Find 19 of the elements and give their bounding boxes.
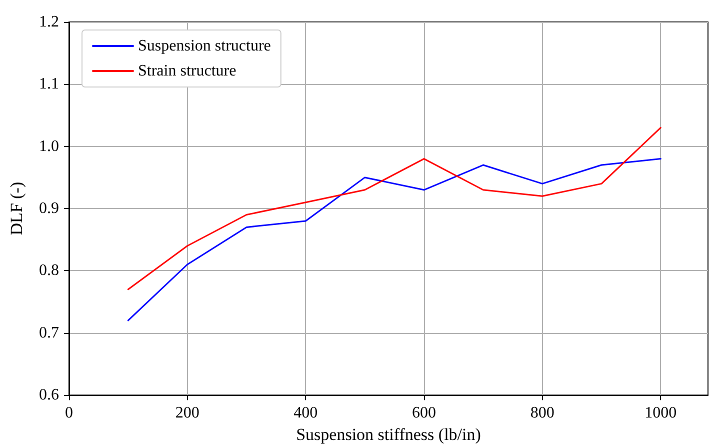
x-tick-label: 1000 — [644, 404, 677, 422]
y-tick-label: 0.7 — [39, 324, 59, 342]
x-tick-label: 400 — [294, 404, 318, 422]
x-tick-label: 800 — [530, 404, 554, 422]
x-axis-title: Suspension stiffness (lb/in) — [296, 425, 481, 444]
x-tick-label: 0 — [65, 404, 73, 422]
legend-label: Strain structure — [138, 62, 236, 80]
y-tick-label: 0.6 — [39, 386, 59, 404]
line-series — [127, 158, 662, 322]
y-tick-label: 1.2 — [39, 14, 59, 30]
x-tick-label: 200 — [175, 404, 200, 422]
y-tick-label: 1.1 — [39, 76, 59, 93]
x-tick-label: 600 — [412, 404, 436, 422]
y-tick-label: 0.9 — [39, 200, 59, 218]
line-series — [127, 126, 662, 290]
y-tick-label: 0.8 — [39, 262, 59, 280]
y-tick-label: 1.0 — [39, 138, 59, 155]
legend-label: Suspension structure — [138, 38, 271, 54]
y-axis-title: DLF (-) — [7, 182, 26, 236]
